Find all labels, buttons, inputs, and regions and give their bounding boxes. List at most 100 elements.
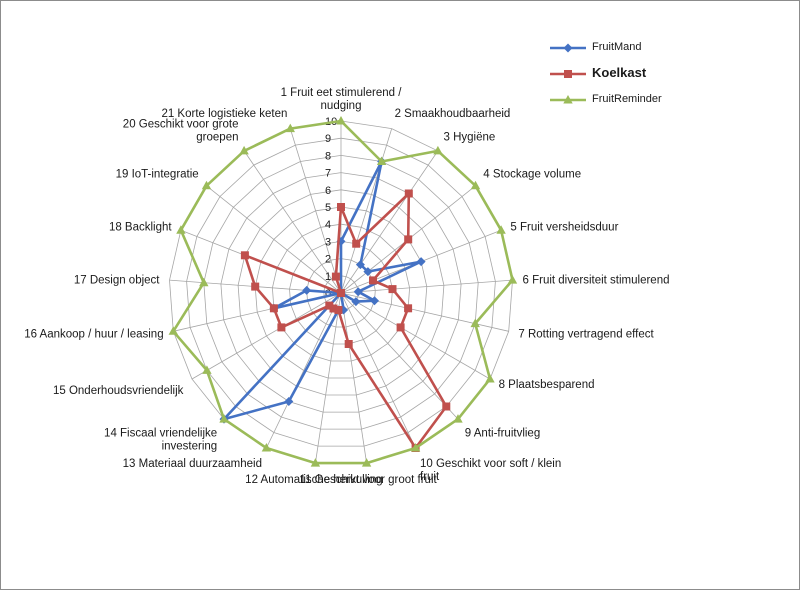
- series-point: [416, 257, 426, 267]
- grid-spoke: [289, 128, 342, 294]
- grid-spoke: [206, 185, 342, 294]
- series-point: [199, 277, 209, 287]
- grid-spoke: [243, 150, 342, 294]
- series-point: [176, 225, 186, 234]
- series-point: [496, 225, 506, 234]
- series-point: [470, 180, 481, 190]
- series-point: [277, 323, 286, 332]
- grid-spoke: [340, 292, 509, 332]
- tick-label: 5: [325, 202, 331, 214]
- tick-label: 3: [325, 236, 331, 248]
- series-point: [337, 203, 345, 211]
- series-point: [396, 323, 405, 332]
- series-point: [334, 306, 343, 314]
- legend: FruitMand Koelkast FruitReminder: [548, 38, 678, 116]
- series-point: [329, 304, 338, 313]
- tick-label: 8: [325, 150, 331, 162]
- grid-spoke: [340, 292, 491, 380]
- series-point: [433, 145, 443, 155]
- category-label: 21 Korte logistieke keten: [161, 108, 287, 120]
- series-point: [453, 414, 463, 423]
- series-point: [355, 260, 365, 270]
- series-point: [361, 458, 372, 467]
- series-point: [168, 326, 178, 335]
- category-label: 16 Aankoop / huur / leasing: [24, 329, 163, 341]
- series-point: [269, 304, 278, 313]
- category-label: 9 Anti-fruitvlieg: [465, 427, 540, 439]
- category-label: 20 Geschikt voor grote groepen: [123, 119, 239, 144]
- series-line: [172, 119, 514, 465]
- tick-label: 4: [325, 219, 331, 231]
- series-point: [404, 235, 413, 244]
- series-fruitreminder: [168, 116, 518, 467]
- legend-label: FruitMand: [592, 41, 642, 53]
- category-label: 18 Backlight: [109, 222, 172, 234]
- series-point: [352, 239, 361, 248]
- category-label: 10 Geschikt voor soft / klein fruit: [420, 458, 561, 483]
- series-point: [369, 276, 377, 285]
- series-point: [344, 340, 353, 348]
- series-point: [442, 402, 451, 411]
- grid-spoke: [340, 292, 367, 464]
- legend-swatch: [550, 70, 586, 78]
- category-label: 13 Materiaal duurzaamheid: [123, 458, 262, 470]
- series-point: [404, 304, 413, 313]
- legend-item-fruitreminder: FruitReminder: [548, 90, 678, 116]
- grid-ring: [237, 189, 445, 396]
- series-point: [410, 443, 421, 452]
- series-point: [240, 251, 249, 260]
- radar-series: [168, 116, 518, 467]
- series-point: [564, 70, 572, 78]
- grid-spoke: [340, 292, 416, 449]
- category-label: 1 Fruit eet stimulerend / nudging: [281, 87, 403, 112]
- grid-ring: [220, 172, 462, 413]
- series-point: [388, 285, 397, 294]
- grid-ring: [306, 258, 376, 328]
- series-point: [376, 156, 387, 165]
- grid-spoke: [340, 292, 459, 420]
- series-point: [284, 397, 294, 406]
- series-point: [310, 458, 321, 467]
- category-label: 19 IoT-integratie: [116, 169, 199, 181]
- legend-item-koelkast: Koelkast: [548, 64, 678, 90]
- grid-ring: [254, 206, 428, 379]
- series-point: [251, 282, 260, 291]
- series-point: [331, 272, 340, 281]
- series-point: [202, 365, 212, 374]
- series-point: [351, 297, 361, 307]
- grid-spoke: [340, 279, 513, 294]
- series-point: [370, 296, 379, 306]
- series-point: [485, 374, 495, 383]
- category-label: 8 Plaatsbesparend: [499, 379, 595, 391]
- category-label: 17 Design object: [74, 274, 160, 286]
- series-point: [353, 287, 363, 297]
- series-point: [219, 414, 229, 423]
- legend-swatch: [550, 43, 586, 53]
- category-label: 14 Fiscaal vriendelijke investering: [104, 427, 217, 452]
- tick-label: 7: [325, 168, 331, 180]
- legend-label: FruitReminder: [592, 93, 662, 105]
- category-label: 15 Onderhoudsvriendelijk: [53, 385, 184, 397]
- series-point: [337, 289, 345, 297]
- tick-label: 1: [325, 271, 331, 283]
- series-point: [563, 95, 573, 104]
- category-label: 3 Hygiëne: [444, 132, 496, 144]
- category-label: 6 Fruit diversiteit stimulerend: [523, 274, 670, 286]
- series-point: [201, 180, 212, 190]
- series-point: [302, 285, 312, 295]
- grid-ring: [186, 137, 496, 447]
- grid-spoke: [340, 128, 393, 294]
- series-point: [363, 267, 373, 277]
- series-point: [336, 116, 346, 125]
- tick-label: 0: [325, 288, 331, 300]
- category-label: 7 Rotting vertragend effect: [518, 329, 654, 341]
- tick-label: 6: [325, 185, 331, 197]
- grid-spoke: [315, 292, 342, 464]
- series-point: [239, 145, 249, 155]
- grid-spoke: [266, 292, 342, 449]
- category-label: 12 Automatische hervulling: [245, 474, 382, 486]
- series-point: [507, 275, 518, 284]
